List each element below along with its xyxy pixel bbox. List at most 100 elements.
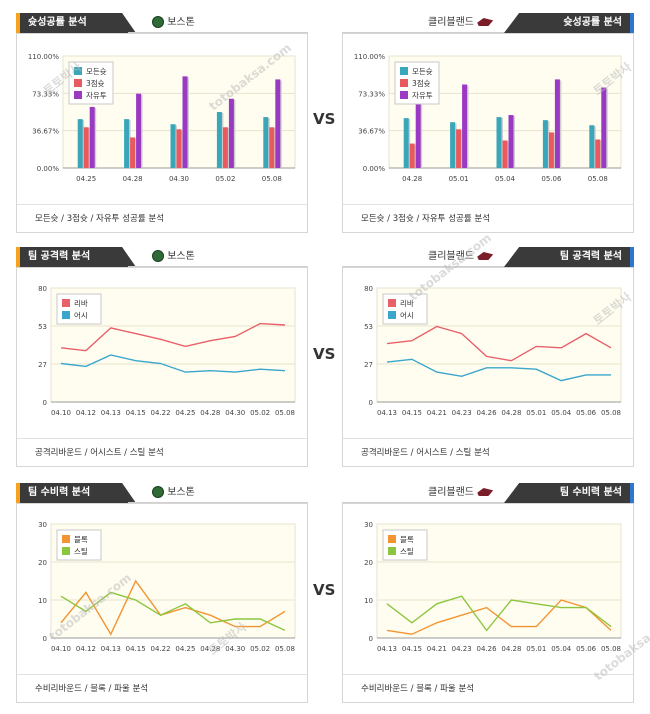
chart-box: 0 10 20 30 04.10 04.12 04.13 04.15 04.22 04.25 04.…: [16, 503, 308, 703]
bar: [176, 129, 182, 168]
panel-header: 클리블랜드 팀 공격력 분석: [342, 245, 634, 267]
home-team-name: 보스톤: [167, 17, 195, 28]
bar: [409, 143, 415, 168]
y-tick-label: 20: [38, 559, 47, 567]
chart-footer: 공격리바운드 / 어시스트 / 스틸 분석: [343, 438, 633, 467]
header-accent: [16, 247, 20, 267]
y-tick-label: 80: [38, 285, 47, 293]
vs-label: VS: [313, 110, 336, 128]
legend-swatch: [62, 535, 70, 543]
chart-footer: 모든슛 / 3점슛 / 자유투 성공률 분석: [343, 204, 633, 233]
section-title: 슛성공률 분석: [20, 13, 136, 33]
bar: [554, 79, 560, 168]
x-tick-label: 05.01: [526, 645, 546, 653]
header-accent: [630, 483, 634, 503]
y-tick-label: 0: [369, 399, 373, 407]
chart-box: 0.00% 36.67% 73.33% 110.00% 04.25 04.28 04.30 0…: [16, 33, 308, 233]
legend-label: 어시: [400, 310, 414, 320]
home-team-label: 보스톤: [152, 249, 195, 265]
x-tick-label: 05.08: [588, 175, 608, 183]
y-tick-label: 0: [369, 635, 373, 643]
legend-label: 블록: [400, 535, 414, 544]
y-tick-label: 30: [38, 521, 47, 529]
defense-home-panel: 팀 수비력 분석 보스톤 0 10 20 30 04.10 04.12 04.13 04.15…: [16, 481, 308, 703]
legend-label: 모든슛: [86, 67, 107, 76]
x-tick-label: 04.26: [477, 645, 498, 653]
x-tick-label: 04.13: [377, 409, 397, 417]
y-tick-label: 110.00%: [354, 53, 385, 61]
legend-label: 3점슛: [412, 78, 431, 88]
bar: [508, 115, 514, 168]
shoot-away-chart: 0.00% 36.67% 73.33% 110.00% 04.28 05.01 05.04 0…: [354, 53, 622, 183]
defense-away-chart: 0 10 20 30 04.13 04.15 04.21 04.23 04.26 04.28 05.…: [364, 521, 622, 653]
x-tick-label: 04.28: [123, 175, 143, 183]
bar: [403, 118, 409, 168]
y-tick-label: 0: [43, 635, 47, 643]
legend-swatch: [62, 311, 70, 319]
shoot-away-panel: 클리블랜드 슛성공률 분석 0.00% 36.67% 73.33% 110.00% 04…: [342, 11, 634, 233]
x-tick-label: 05.08: [601, 409, 621, 417]
legend-swatch: [400, 67, 408, 75]
x-tick-label: 04.25: [175, 409, 195, 417]
y-tick-label: 73.33%: [358, 90, 385, 98]
x-tick-label: 04.23: [452, 645, 472, 653]
footer-text: 공격리바운드 / 어시스트 / 스틸 분석: [361, 448, 490, 458]
bar: [89, 106, 95, 168]
attack-away-panel: 클리블랜드 팀 공격력 분석 0 27 53 80 04.13 04.15 04.21 04.…: [342, 245, 634, 467]
bar: [595, 139, 601, 168]
bar: [542, 120, 548, 168]
x-tick-label: 04.10: [51, 645, 71, 653]
x-tick-label: 05.01: [449, 175, 469, 183]
x-tick-label: 04.13: [101, 409, 121, 417]
x-tick-label: 05.06: [541, 175, 562, 183]
bar: [228, 98, 234, 168]
vs-label: VS: [313, 345, 336, 363]
chart-box: 0 27 53 80 04.10 04.12 04.13 04.15 04.22 04.25 04.…: [16, 267, 308, 467]
bar: [589, 125, 595, 168]
x-tick-label: 05.04: [551, 409, 572, 417]
y-tick-label: 36.67%: [358, 128, 385, 136]
y-tick-label: 0.00%: [363, 165, 386, 173]
defense-away-panel: 클리블랜드 팀 수비력 분석 0 10 20 30 04.13 04.15 04.21 04.…: [342, 481, 634, 703]
section-title: 팀 공격력 분석: [20, 247, 136, 267]
bar: [130, 137, 136, 168]
panel-header: 클리블랜드 슛성공률 분석: [342, 11, 634, 33]
bar: [216, 112, 222, 168]
series-line: [60, 322, 286, 352]
x-tick-label: 04.28: [200, 409, 220, 417]
series-line: [386, 595, 612, 632]
legend-swatch: [400, 79, 408, 87]
panel-header: 슛성공률 분석 보스톤: [16, 11, 308, 33]
vs-label: VS: [313, 581, 336, 599]
y-tick-label: 53: [38, 323, 47, 331]
bar: [415, 102, 421, 168]
section-title: 팀 수비력 분석: [20, 483, 136, 503]
x-tick-label: 04.30: [225, 645, 245, 653]
y-tick-label: 36.67%: [32, 128, 59, 136]
y-tick-label: 30: [364, 521, 373, 529]
header-accent: [16, 13, 20, 33]
x-tick-label: 05.04: [495, 175, 516, 183]
header-underline: [128, 502, 308, 503]
x-tick-label: 04.15: [126, 645, 146, 653]
x-tick-label: 04.30: [225, 409, 245, 417]
chart-footer: 수비리바운드 / 블록 / 파울 분석: [343, 674, 633, 703]
legend-label: 모든슛: [412, 67, 433, 76]
x-tick-label: 04.13: [101, 645, 121, 653]
x-tick-label: 04.28: [402, 175, 422, 183]
legend-swatch: [62, 547, 70, 555]
x-tick-label: 05.02: [250, 645, 270, 653]
legend-swatch: [388, 311, 396, 319]
x-tick-label: 05.08: [275, 409, 295, 417]
away-team-name: 클리블랜드: [428, 487, 474, 498]
x-tick-label: 04.15: [402, 409, 422, 417]
series-line: [60, 579, 286, 636]
series-line: [60, 354, 286, 373]
legend-swatch: [388, 535, 396, 543]
x-tick-label: 04.28: [501, 409, 521, 417]
chart-footer: 모든슛 / 3점슛 / 자유투 성공률 분석: [17, 204, 307, 233]
cavaliers-logo-icon: [477, 252, 494, 260]
x-tick-label: 05.02: [250, 409, 270, 417]
y-tick-label: 27: [364, 361, 373, 369]
bar: [124, 119, 130, 168]
